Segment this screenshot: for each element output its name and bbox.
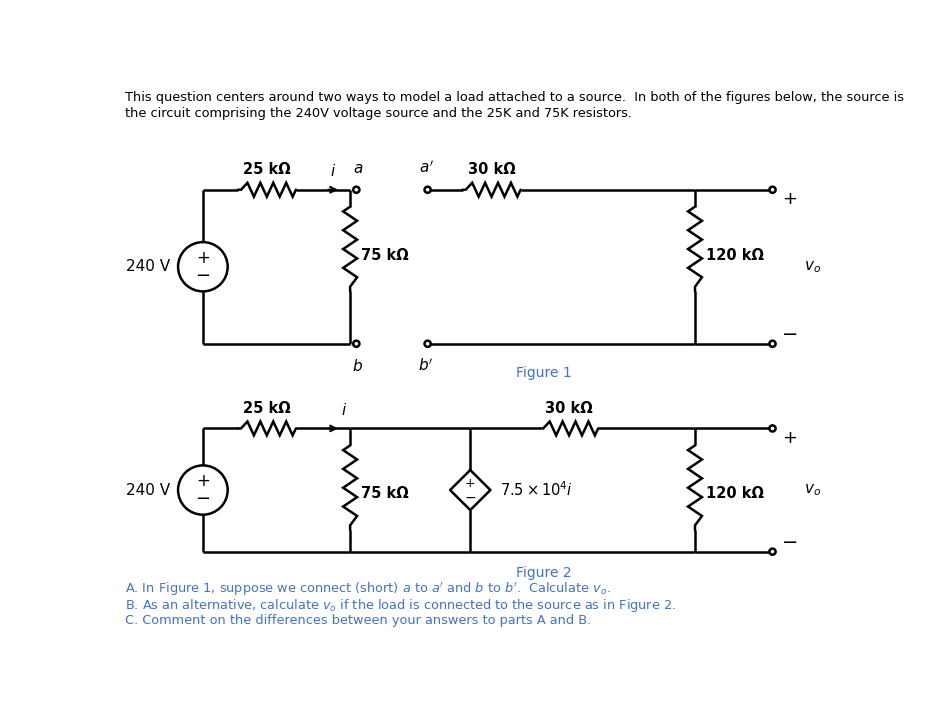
- Text: +: +: [465, 477, 475, 490]
- Text: $b'$: $b'$: [418, 358, 434, 374]
- Circle shape: [770, 425, 775, 432]
- Text: 120 kΩ: 120 kΩ: [706, 247, 764, 262]
- Text: +: +: [782, 429, 797, 447]
- Circle shape: [770, 187, 775, 193]
- Text: +: +: [196, 249, 210, 267]
- Circle shape: [424, 340, 431, 347]
- Text: 25 kΩ: 25 kΩ: [243, 401, 291, 416]
- Text: −: −: [196, 490, 211, 508]
- Text: $i$: $i$: [341, 402, 347, 418]
- Text: the circuit comprising the 240V voltage source and the 25K and 75K resistors.: the circuit comprising the 240V voltage …: [125, 107, 632, 120]
- Text: 75 kΩ: 75 kΩ: [361, 486, 408, 501]
- Text: $i$: $i$: [330, 163, 336, 179]
- Text: −: −: [782, 533, 798, 552]
- Text: $v_o$: $v_o$: [804, 482, 821, 498]
- Text: 30 kΩ: 30 kΩ: [468, 162, 516, 177]
- Text: $7.5 \times 10^4 i$: $7.5 \times 10^4 i$: [500, 480, 573, 499]
- Text: This question centers around two ways to model a load attached to a source.  In : This question centers around two ways to…: [125, 92, 904, 104]
- Text: Figure 2: Figure 2: [516, 566, 572, 580]
- Text: $a'$: $a'$: [419, 159, 434, 176]
- Text: C. Comment on the differences between your answers to parts A and B.: C. Comment on the differences between yo…: [125, 614, 592, 627]
- Text: −: −: [196, 267, 211, 285]
- Circle shape: [353, 340, 359, 347]
- Text: −: −: [782, 325, 798, 344]
- Text: +: +: [782, 190, 797, 208]
- Text: 25 kΩ: 25 kΩ: [243, 162, 291, 177]
- Text: +: +: [196, 472, 210, 490]
- Circle shape: [353, 187, 359, 193]
- Text: $b$: $b$: [352, 358, 363, 374]
- Circle shape: [770, 548, 775, 555]
- Text: 30 kΩ: 30 kΩ: [545, 401, 593, 416]
- Text: 120 kΩ: 120 kΩ: [706, 486, 764, 501]
- Text: −: −: [465, 490, 476, 505]
- Text: 75 kΩ: 75 kΩ: [361, 247, 408, 262]
- Text: Figure 1: Figure 1: [516, 366, 572, 380]
- Text: B. As an alternative, calculate $v_o$ if the load is connected to the source as : B. As an alternative, calculate $v_o$ if…: [125, 597, 677, 614]
- Text: $a$: $a$: [353, 161, 363, 176]
- Circle shape: [424, 187, 431, 193]
- Text: $v_o$: $v_o$: [804, 259, 821, 275]
- Text: 240 V: 240 V: [126, 260, 170, 275]
- Text: A. In Figure 1, suppose we connect (short) $a$ to $a'$ and $b$ to $b'$.  Calcula: A. In Figure 1, suppose we connect (shor…: [125, 580, 611, 598]
- Circle shape: [770, 340, 775, 347]
- Text: 240 V: 240 V: [126, 483, 170, 498]
